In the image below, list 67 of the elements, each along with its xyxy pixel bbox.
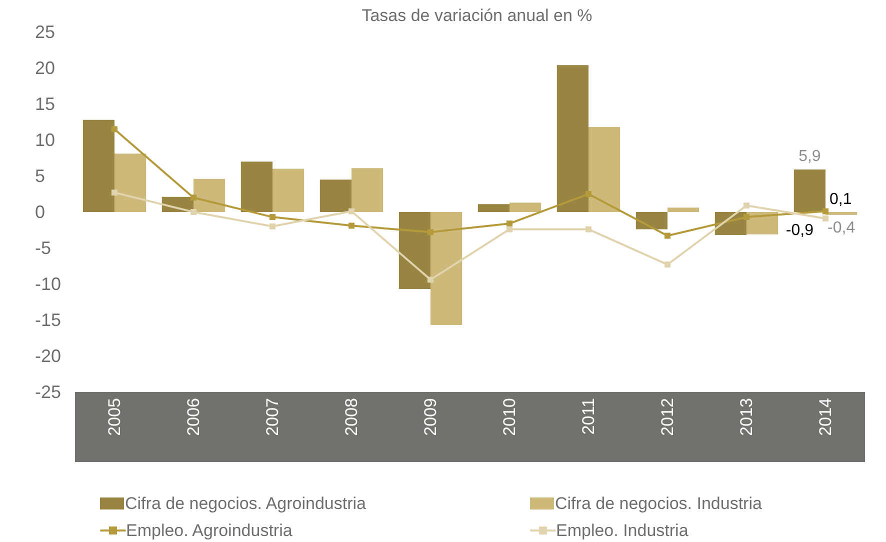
x-tick-label: 2008 xyxy=(342,398,361,436)
point xyxy=(664,262,670,268)
x-tick-label: 2014 xyxy=(816,398,835,436)
y-tick-label: 5 xyxy=(35,166,46,186)
bar xyxy=(430,212,462,326)
bar xyxy=(352,168,384,212)
legend-label: Cifra de negocios. Agroindustria xyxy=(125,494,367,513)
x-tick-label: 2012 xyxy=(658,398,677,436)
x-tick-label: 2005 xyxy=(105,398,124,436)
point xyxy=(112,126,118,132)
bar xyxy=(556,65,588,212)
y-tick-label: -15 xyxy=(35,310,62,330)
point xyxy=(190,209,196,215)
point xyxy=(586,226,592,232)
y-tick-label: 20 xyxy=(35,58,56,78)
chart-title: Tasas de variación anual en % xyxy=(362,6,592,25)
bar xyxy=(194,178,226,212)
y-tick-label: -10 xyxy=(35,274,62,294)
x-tick-label: 2006 xyxy=(184,398,203,436)
point xyxy=(428,276,434,283)
bar xyxy=(320,180,352,212)
point xyxy=(586,191,592,197)
point xyxy=(112,190,118,196)
y-tick-label: -5 xyxy=(35,238,52,258)
point xyxy=(506,226,512,232)
point xyxy=(190,194,196,201)
point xyxy=(664,232,670,239)
point xyxy=(506,220,512,227)
legend-label: Empleo. Industria xyxy=(556,521,689,540)
point xyxy=(428,229,434,236)
y-tick-label: 10 xyxy=(35,130,56,150)
y-tick-label: 0 xyxy=(35,202,46,222)
y-tick-label: 15 xyxy=(35,94,56,114)
data-label: 0,1 xyxy=(830,190,852,208)
y-tick-label: -25 xyxy=(35,382,62,402)
bar xyxy=(240,162,272,212)
x-tick-label: 2011 xyxy=(579,398,598,435)
point xyxy=(822,208,828,214)
point xyxy=(822,215,828,222)
point xyxy=(270,223,276,230)
bar xyxy=(826,212,858,215)
x-tick-label: 2007 xyxy=(263,398,282,436)
y-tick-label: -20 xyxy=(35,346,62,366)
point xyxy=(348,208,354,214)
bar xyxy=(478,204,510,212)
y-tick-label: 25 xyxy=(35,22,56,42)
x-tick-label: 2009 xyxy=(421,398,440,436)
bar xyxy=(510,202,542,212)
legend-label: Empleo. Agroindustria xyxy=(126,521,293,540)
bar xyxy=(398,212,430,290)
bar xyxy=(82,120,114,212)
point xyxy=(744,214,750,220)
bar xyxy=(636,212,668,230)
data-label: -0,9 xyxy=(786,222,814,239)
point xyxy=(270,214,276,220)
data-label: -0,4 xyxy=(828,219,856,236)
bar xyxy=(794,170,826,212)
legend-label: Cifra de negocios. Industria xyxy=(555,494,762,513)
x-tick-label: 2010 xyxy=(500,398,519,436)
point xyxy=(744,202,750,209)
x-tick-label: 2013 xyxy=(737,398,756,436)
bar xyxy=(114,154,146,212)
bar xyxy=(668,208,700,212)
bar xyxy=(588,127,620,212)
data-label: 5,9 xyxy=(798,148,821,166)
point xyxy=(348,222,354,229)
bar xyxy=(272,168,304,212)
